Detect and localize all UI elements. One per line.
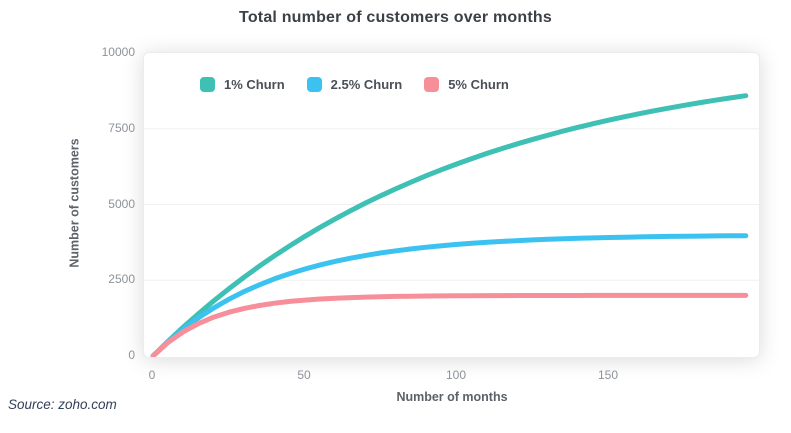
x-tick-label: 50 — [297, 368, 311, 382]
legend-swatch-icon — [200, 77, 215, 92]
y-tick-label: 7500 — [108, 120, 135, 135]
plot-card: 1% Churn 2.5% Churn 5% Churn — [143, 52, 760, 358]
y-tick-label: 0 — [128, 348, 135, 362]
series-line-1-churn — [150, 93, 749, 357]
legend-label: 1% Churn — [224, 77, 285, 92]
y-tick-label: 10000 — [101, 45, 135, 59]
series-line-5-churn — [150, 292, 749, 357]
legend-item: 1% Churn — [200, 77, 285, 92]
x-tick-label: 100 — [445, 368, 467, 382]
legend: 1% Churn 2.5% Churn 5% Churn — [200, 77, 509, 92]
x-axis-title: Number of months — [396, 390, 508, 404]
x-tick-label: 0 — [148, 368, 156, 382]
legend-swatch-icon — [424, 77, 440, 92]
x-tick-label: 150 — [597, 368, 619, 382]
series-line-2.5-churn — [150, 233, 749, 357]
legend-label: 2.5% Churn — [330, 77, 403, 92]
source-caption: Source: zoho.com — [8, 397, 117, 412]
legend-swatch-icon — [306, 77, 322, 92]
chart-title: Total number of customers over months — [239, 9, 552, 26]
legend-item: 5% Churn — [424, 77, 509, 92]
legend-label: 5% Churn — [448, 77, 509, 92]
plot-area — [144, 93, 759, 357]
y-tick-label: 2500 — [108, 272, 135, 287]
y-tick-label: 5000 — [108, 196, 135, 211]
legend-item: 2.5% Churn — [306, 77, 403, 92]
